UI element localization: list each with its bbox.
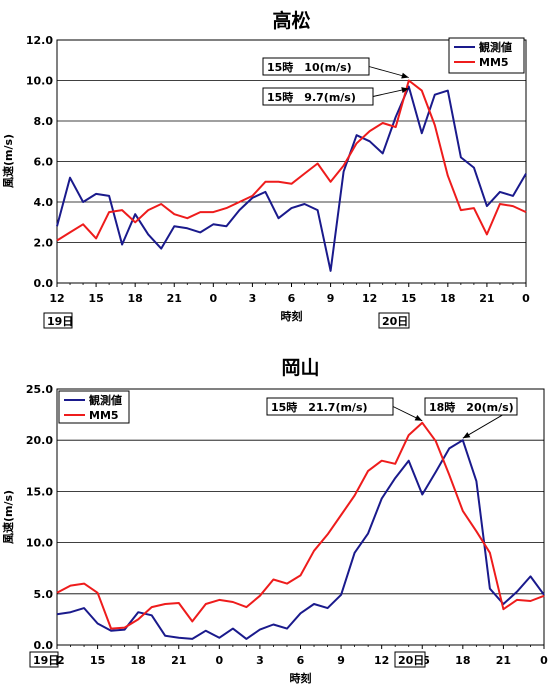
x-tick-label: 15 [401,292,416,305]
chart-title: 高松 [272,9,310,32]
x-tick-label: 12 [374,654,389,667]
y-tick-label: 6.0 [34,156,54,169]
y-tick-label: 4.0 [34,196,54,209]
x-tick-label: 0 [540,654,548,667]
annotation-box [262,87,374,106]
y-tick-label: 15.0 [26,485,53,498]
day-label: 20日 [382,315,408,328]
day-label-box [378,312,410,329]
legend-entry: MM5 [479,56,509,69]
annotation-arrowhead [401,87,409,94]
y-tick-label: 25.0 [26,383,53,396]
y-tick-label: 5.0 [34,588,54,601]
x-tick-label: 15 [90,654,105,667]
chart-title: 岡山 [281,357,319,379]
y-tick-label: 20.0 [26,434,53,447]
y-axis-label: 風速(m/s) [1,490,15,544]
series-line-observed [56,85,527,272]
annotation-label: 15時 21.7(m/s) [271,400,368,414]
y-tick-label: 8.0 [34,115,54,128]
day-label: 20日 [398,654,424,667]
legend-entry: 観測値 [479,40,512,54]
x-tick-label: 18 [128,292,143,305]
legend-box [58,390,130,424]
x-tick-label: 6 [288,292,296,305]
x-tick-label: 18 [455,654,470,667]
x-tick-label: 3 [256,654,264,667]
x-tick-label: 18 [131,654,146,667]
day-label-box [394,651,426,668]
annotation-arrowhead [414,415,423,421]
x-tick-label: 9 [337,654,345,667]
series-line-mm5 [56,79,527,242]
x-tick-label: 12 [362,292,377,305]
annotation-arrowhead [462,432,471,439]
series-line-mm5 [56,421,545,630]
day-label: 19日 [47,315,73,328]
annotation-box [424,397,518,416]
x-tick-label: 15 [88,292,103,305]
annotation-box [262,57,370,76]
y-tick-label: 10.0 [26,75,53,88]
chart-okayama: 岡山0.05.010.015.020.025.01215182103691215… [1,357,548,685]
y-tick-label: 0.0 [34,639,54,652]
x-tick-label: 0 [216,654,224,667]
plot-frame [56,388,545,646]
x-tick-label: 21 [167,292,182,305]
y-tick-label: 2.0 [34,237,54,250]
x-tick-label: 3 [249,292,257,305]
series-line-observed [56,439,545,640]
x-axis-label: 時刻 [290,671,312,685]
annotation-box [266,397,394,416]
x-tick-label: 18 [440,292,455,305]
x-tick-label: 9 [327,292,335,305]
annotation-label: 18時 20(m/s) [429,400,514,414]
x-tick-label: 21 [496,654,511,667]
y-axis-label: 風速(m/s) [1,134,15,188]
y-tick-label: 10.0 [26,537,53,550]
legend-entry: 観測値 [89,393,122,407]
x-axis-label: 時刻 [281,309,303,323]
x-tick-label: 21 [171,654,186,667]
x-tick-label: 0 [522,292,530,305]
annotation-arrowhead [401,72,409,79]
y-tick-label: 12.0 [26,34,53,47]
x-tick-label: 6 [297,654,305,667]
legend-entry: MM5 [89,409,119,422]
chart-takamatsu: 高松 0.0 2.0 4.0 6.0 8.0 10.0 12.0 12 15 18 21 0 3 6 9 12 1… [1,9,530,329]
annotation-label: 15時 10(m/s) [267,60,352,74]
x-tick-label: 12 [49,292,64,305]
legend-box [448,37,525,74]
x-tick-label: 0 [210,292,218,305]
day-label: 19日 [33,654,59,667]
annotation-label: 15時 9.7(m/s) [267,90,356,104]
day-label-box [43,312,73,329]
day-label-box [29,651,59,668]
y-tick-label: 0.0 [34,277,54,290]
x-tick-label: 21 [479,292,494,305]
